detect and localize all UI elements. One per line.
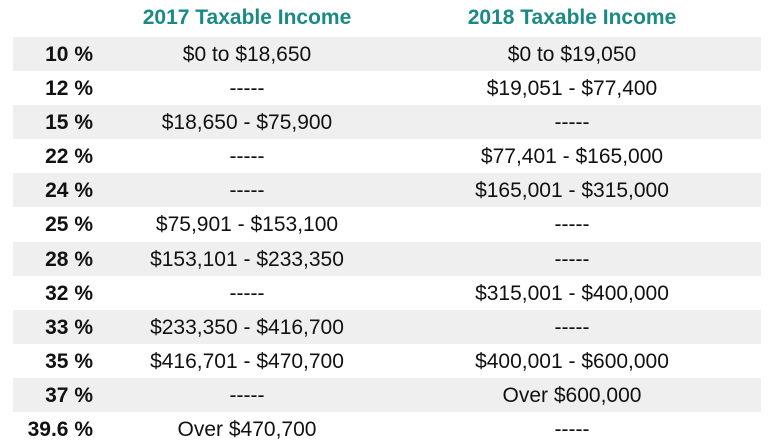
tax-rate: 15 % — [45, 111, 93, 135]
table-row: 37 % ----- Over $600,000 — [13, 377, 761, 413]
table-row: 25 % $75,901 - $153,100 ----- — [13, 207, 761, 241]
tax-rate: 10 % — [45, 43, 93, 66]
income-2018: ----- — [554, 418, 590, 442]
income-2018: ----- — [554, 213, 590, 237]
table-header: 2017 Taxable Income 2018 Taxable Income — [0, 0, 768, 37]
income-2017: ----- — [229, 281, 265, 305]
table-row: 12 % ----- $19,051 - $77,400 — [13, 71, 761, 105]
table-row: 24 % ----- $165,001 - $315,000 — [13, 173, 761, 208]
table-row: 39.6 % Over $470,700 ----- — [13, 412, 761, 446]
tax-bracket-table: 10 % $0 to $18,650 $0 to $19,050 12 % ----- $… — [13, 37, 761, 446]
table-row: 10 % $0 to $18,650 $0 to $19,050 — [13, 37, 761, 72]
income-2018: $315,001 - $400,000 — [475, 281, 669, 305]
income-2018: $0 to $19,050 — [507, 43, 637, 66]
table-row: 32 % ----- $315,001 - $400,000 — [13, 276, 761, 310]
income-2017: Over $470,700 — [177, 418, 317, 442]
tax-rate: 24 % — [45, 179, 93, 203]
table-row: 28 % $153,101 - $233,350 ----- — [13, 241, 761, 276]
income-2017: $18,650 - $75,900 — [161, 111, 333, 135]
tax-rate: 25 % — [45, 213, 93, 237]
tax-rate: 33 % — [45, 315, 93, 339]
income-2017: ----- — [229, 383, 265, 407]
income-2018: Over $600,000 — [502, 383, 642, 407]
income-2017: $153,101 - $233,350 — [150, 247, 344, 271]
tax-rate: 22 % — [45, 145, 93, 169]
tax-rate: 37 % — [45, 383, 93, 407]
tax-rate: 28 % — [45, 247, 93, 271]
income-2017: ----- — [229, 179, 265, 203]
tax-rate: 35 % — [45, 349, 93, 373]
header-2018: 2018 Taxable Income — [467, 6, 677, 29]
tax-rate: 12 % — [45, 77, 93, 101]
income-2017: $416,701 - $470,700 — [150, 349, 344, 373]
income-2018: $165,001 - $315,000 — [475, 179, 669, 203]
income-2018: ----- — [554, 247, 590, 271]
table-row: 35 % $416,701 - $470,700 $400,001 - $600,0… — [13, 344, 761, 378]
table-row: 15 % $18,650 - $75,900 ----- — [13, 105, 761, 140]
income-2017: $233,350 - $416,700 — [150, 315, 344, 339]
income-2017: $0 to $18,650 — [182, 43, 312, 66]
income-2018: $400,001 - $600,000 — [475, 349, 669, 373]
income-2018: $19,051 - $77,400 — [486, 77, 658, 101]
tax-rate: 39.6 % — [27, 418, 93, 442]
income-2018: ----- — [554, 315, 590, 339]
header-2017: 2017 Taxable Income — [142, 6, 352, 29]
income-2017: $75,901 - $153,100 — [155, 213, 339, 237]
table-row: 22 % ----- $77,401 - $165,000 — [13, 139, 761, 173]
tax-rate: 32 % — [45, 281, 93, 305]
income-2017: ----- — [229, 145, 265, 169]
income-2017: ----- — [229, 77, 265, 101]
income-2018: $77,401 - $165,000 — [480, 145, 664, 169]
income-2018: ----- — [554, 111, 590, 135]
table-row: 33 % $233,350 - $416,700 ----- — [13, 309, 761, 344]
